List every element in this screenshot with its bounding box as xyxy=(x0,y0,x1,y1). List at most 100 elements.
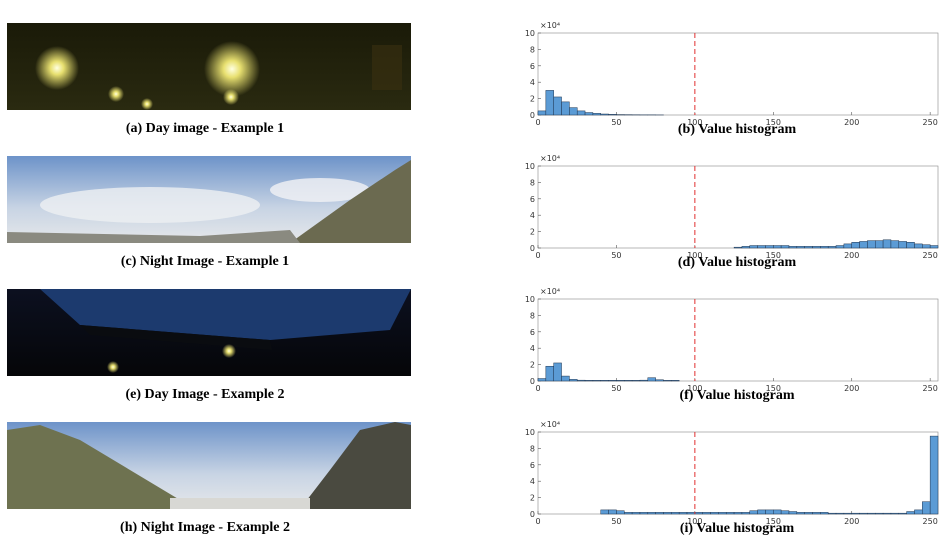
bar xyxy=(726,512,734,514)
bar xyxy=(695,512,703,514)
y-tick-label: 4 xyxy=(530,477,535,486)
chart-title: (f) Value histogram xyxy=(679,388,794,403)
bar xyxy=(624,380,632,381)
bar xyxy=(593,380,601,381)
bar xyxy=(750,511,758,514)
bar xyxy=(930,246,938,248)
y-tick-label: 10 xyxy=(525,428,535,437)
y-tick-label: 10 xyxy=(525,295,535,304)
bar xyxy=(656,380,664,381)
bar xyxy=(922,245,930,248)
bar xyxy=(914,244,922,248)
bar xyxy=(577,380,585,381)
y-tick-label: 6 xyxy=(530,461,535,470)
bar xyxy=(813,512,821,514)
bar xyxy=(742,246,750,248)
axis-multiplier: ×10⁴ xyxy=(540,154,560,163)
photo xyxy=(7,156,411,243)
bar xyxy=(663,512,671,514)
y-tick-label: 0 xyxy=(530,111,535,120)
y-tick-label: 0 xyxy=(530,510,535,519)
y-tick-label: 6 xyxy=(530,195,535,204)
y-tick-label: 0 xyxy=(530,244,535,253)
y-tick-label: 4 xyxy=(530,78,535,87)
bar xyxy=(781,246,789,248)
x-tick-label: 50 xyxy=(611,118,621,127)
y-tick-label: 4 xyxy=(530,344,535,353)
bar xyxy=(687,512,695,514)
bar xyxy=(922,502,930,514)
bar xyxy=(797,246,805,248)
x-tick-label: 200 xyxy=(844,118,859,127)
bar xyxy=(844,513,852,514)
plot-area xyxy=(538,33,938,115)
bar xyxy=(554,363,562,381)
bar xyxy=(899,241,907,248)
figure: (a) Day image - Example 1 (c) Night Imag… xyxy=(0,0,939,541)
chart-title: (i) Value histogram xyxy=(680,521,795,536)
plot-area xyxy=(538,299,938,381)
bar xyxy=(632,380,640,381)
bar xyxy=(883,513,891,514)
bar xyxy=(907,242,915,248)
bar xyxy=(789,246,797,248)
x-tick-label: 250 xyxy=(923,384,938,393)
bar xyxy=(742,512,750,514)
x-tick-label: 0 xyxy=(535,251,540,260)
bar xyxy=(852,242,860,248)
photo xyxy=(7,23,411,110)
y-tick-label: 2 xyxy=(530,361,535,370)
bar xyxy=(836,246,844,248)
bar xyxy=(899,513,907,514)
bar xyxy=(734,512,742,514)
x-tick-label: 50 xyxy=(611,517,621,526)
bar xyxy=(562,102,570,115)
bar xyxy=(820,512,828,514)
x-tick-label: 0 xyxy=(535,517,540,526)
bar xyxy=(671,380,679,381)
bar xyxy=(679,512,687,514)
y-tick-label: 0 xyxy=(530,377,535,386)
bar xyxy=(616,380,624,381)
bar xyxy=(601,510,609,514)
bar xyxy=(789,512,797,514)
bar xyxy=(867,513,875,514)
axis-multiplier: ×10⁴ xyxy=(540,420,560,429)
bar xyxy=(593,113,601,115)
x-tick-label: 250 xyxy=(923,118,938,127)
bar xyxy=(828,513,836,514)
bar xyxy=(538,379,546,381)
bar xyxy=(914,510,922,514)
bar xyxy=(546,90,554,115)
bar xyxy=(805,512,813,514)
bar xyxy=(844,244,852,248)
bar xyxy=(656,512,664,514)
bar xyxy=(718,512,726,514)
bar xyxy=(734,247,742,248)
x-tick-label: 250 xyxy=(923,517,938,526)
image-caption: (c) Night Image - Example 1 xyxy=(121,254,289,269)
bar xyxy=(554,97,562,115)
y-tick-label: 2 xyxy=(530,494,535,503)
bar xyxy=(891,241,899,248)
bar xyxy=(569,379,577,381)
bar xyxy=(585,380,593,381)
bar xyxy=(891,513,899,514)
bar xyxy=(562,376,570,381)
axis-multiplier: ×10⁴ xyxy=(540,287,560,296)
bar xyxy=(852,513,860,514)
bar xyxy=(828,246,836,248)
bar xyxy=(640,380,648,381)
x-tick-label: 250 xyxy=(923,251,938,260)
bar xyxy=(624,512,632,514)
bar xyxy=(758,246,766,248)
bar xyxy=(663,380,671,381)
bar xyxy=(546,366,554,381)
y-tick-label: 8 xyxy=(530,444,535,453)
bar xyxy=(577,111,585,115)
y-tick-label: 10 xyxy=(525,29,535,38)
x-tick-label: 50 xyxy=(611,384,621,393)
bar xyxy=(758,510,766,514)
axis-multiplier: ×10⁴ xyxy=(540,21,560,30)
bar xyxy=(750,246,758,248)
